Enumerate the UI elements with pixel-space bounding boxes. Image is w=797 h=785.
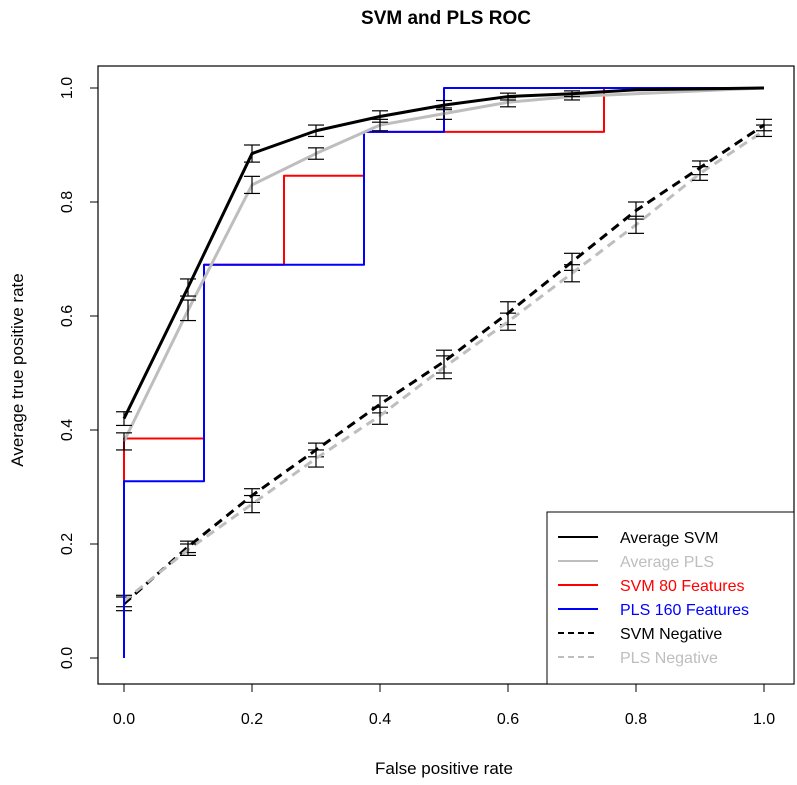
- series-line-average-pls: [122, 86, 765, 443]
- y-tick-label: 0.4: [59, 419, 76, 441]
- x-tick-label: 1.0: [753, 711, 775, 728]
- legend: Average SVM Average PLS SVM 80 Features PLS…: [546, 511, 795, 685]
- legend-label-pls-160-features: PLS 160 Features: [620, 602, 749, 619]
- legend-label-pls-negative: PLS Negative: [620, 650, 718, 667]
- x-tick-label: 0.0: [113, 711, 135, 728]
- y-tick-label: 0.0: [59, 647, 76, 669]
- legend-label-svm-80-features: SVM 80 Features: [620, 578, 745, 595]
- y-tick-label: 0.2: [59, 533, 76, 555]
- y-tick-label: 0.8: [59, 191, 76, 213]
- legend-box: [546, 511, 795, 685]
- x-tick-label: 0.2: [241, 711, 263, 728]
- legend-label-svm-negative: SVM Negative: [620, 626, 722, 643]
- plot-series: [116, 86, 772, 658]
- y-tick-label: 0.6: [59, 305, 76, 327]
- series-line-average-svm: [122, 86, 765, 420]
- chart-title: SVM and PLS ROC: [361, 8, 531, 29]
- x-axis-label: False positive rate: [375, 759, 513, 778]
- x-axis: 0.0 0.2 0.4 0.6 0.8 1.0: [113, 684, 775, 728]
- x-tick-label: 0.6: [497, 711, 519, 728]
- x-tick-label: 0.8: [625, 711, 647, 728]
- series-line-svm-80-features: [123, 87, 764, 482]
- y-axis-label: Average true positive rate: [8, 273, 27, 466]
- series-line-svm-negative: [123, 123, 765, 605]
- legend-label-average-svm: Average SVM: [620, 530, 718, 547]
- y-tick-label: 1.0: [59, 77, 76, 99]
- legend-label-average-pls: Average PLS: [620, 554, 714, 571]
- y-axis: 0.0 0.2 0.4 0.6 0.8 1.0: [59, 77, 98, 669]
- x-tick-label: 0.4: [369, 711, 391, 728]
- plot-frame: [97, 65, 795, 685]
